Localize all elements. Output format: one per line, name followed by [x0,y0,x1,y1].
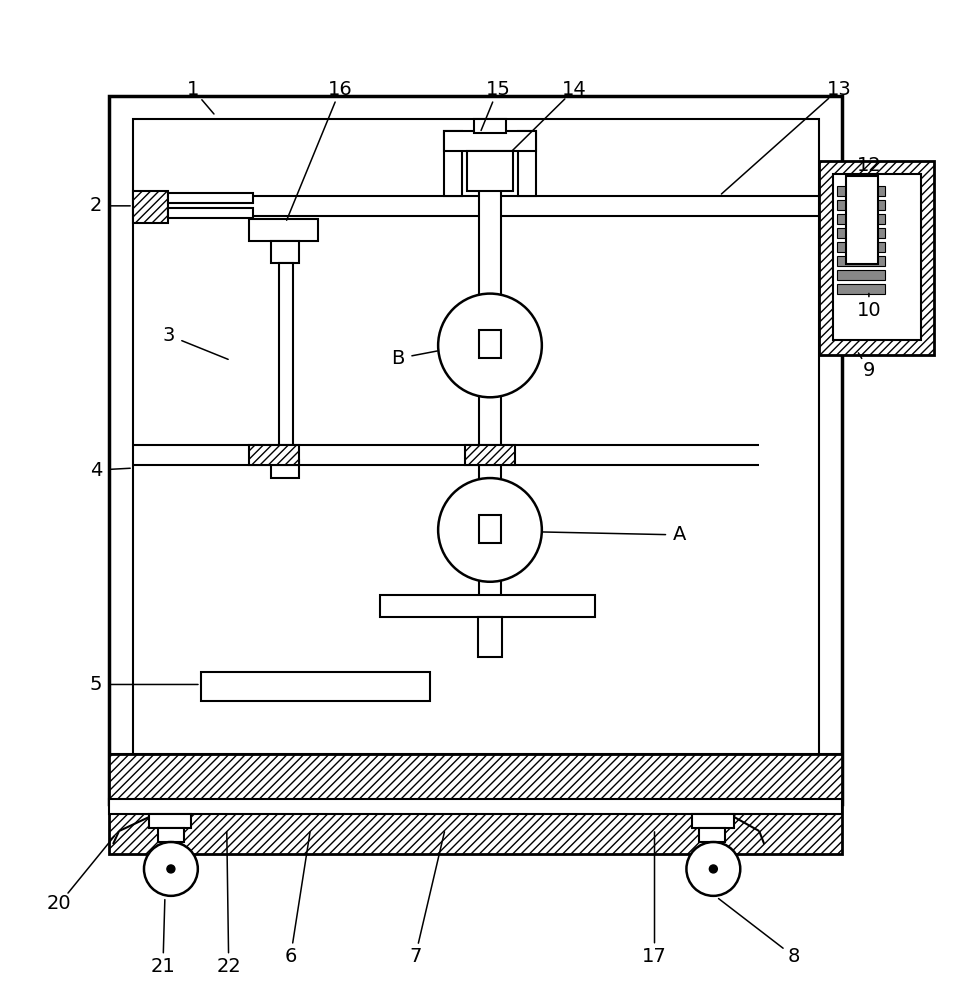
Text: 4: 4 [90,461,102,480]
Bar [846,176,878,264]
Text: 12: 12 [856,156,882,175]
Circle shape [438,478,542,582]
Bar [837,270,885,280]
Text: 1: 1 [186,80,199,99]
Bar [168,193,252,203]
Circle shape [686,842,740,896]
Bar [133,119,820,782]
Bar [820,161,934,355]
Text: 2: 2 [90,196,102,215]
Bar [474,119,506,133]
Bar [837,256,885,266]
Bar [381,595,594,617]
Circle shape [438,294,542,397]
Text: 10: 10 [856,301,882,320]
Bar [837,186,885,196]
Bar [158,828,184,842]
Bar [465,445,515,465]
Text: 8: 8 [787,947,800,966]
Text: 7: 7 [409,947,421,966]
Text: 20: 20 [47,894,72,913]
Bar [271,241,298,263]
Bar [837,242,885,252]
Bar [478,617,502,657]
Text: 9: 9 [862,361,875,380]
Bar [149,814,191,828]
Bar [479,515,501,543]
Bar [168,208,252,218]
Bar [479,330,501,358]
Bar [249,445,298,465]
Bar [467,151,513,191]
Bar [249,219,318,241]
Bar [699,828,725,842]
Bar [271,460,298,478]
Bar [109,799,842,814]
Text: 17: 17 [642,947,667,966]
Bar [109,96,842,804]
Text: 16: 16 [328,80,352,99]
Bar [837,284,885,294]
Bar [444,131,462,196]
Text: 6: 6 [285,947,297,966]
Bar [518,131,536,196]
Bar [201,672,430,701]
Bar [444,131,536,151]
Bar [837,200,885,210]
Text: A: A [673,525,686,544]
Bar [133,191,168,223]
Bar [837,214,885,224]
Bar [479,176,501,655]
Circle shape [167,865,175,873]
Circle shape [710,865,718,873]
Circle shape [144,842,198,896]
Bar [692,814,734,828]
Text: 15: 15 [486,80,511,99]
Text: 21: 21 [151,957,176,976]
Text: 5: 5 [90,675,102,694]
Text: B: B [391,349,405,368]
Text: 22: 22 [217,957,241,976]
Bar [109,754,842,854]
Bar [837,228,885,238]
Text: 13: 13 [826,80,852,99]
Text: 11: 11 [856,226,882,245]
Bar [833,174,921,340]
Text: 14: 14 [562,80,587,99]
Text: 3: 3 [163,326,175,345]
Bar [279,263,292,477]
